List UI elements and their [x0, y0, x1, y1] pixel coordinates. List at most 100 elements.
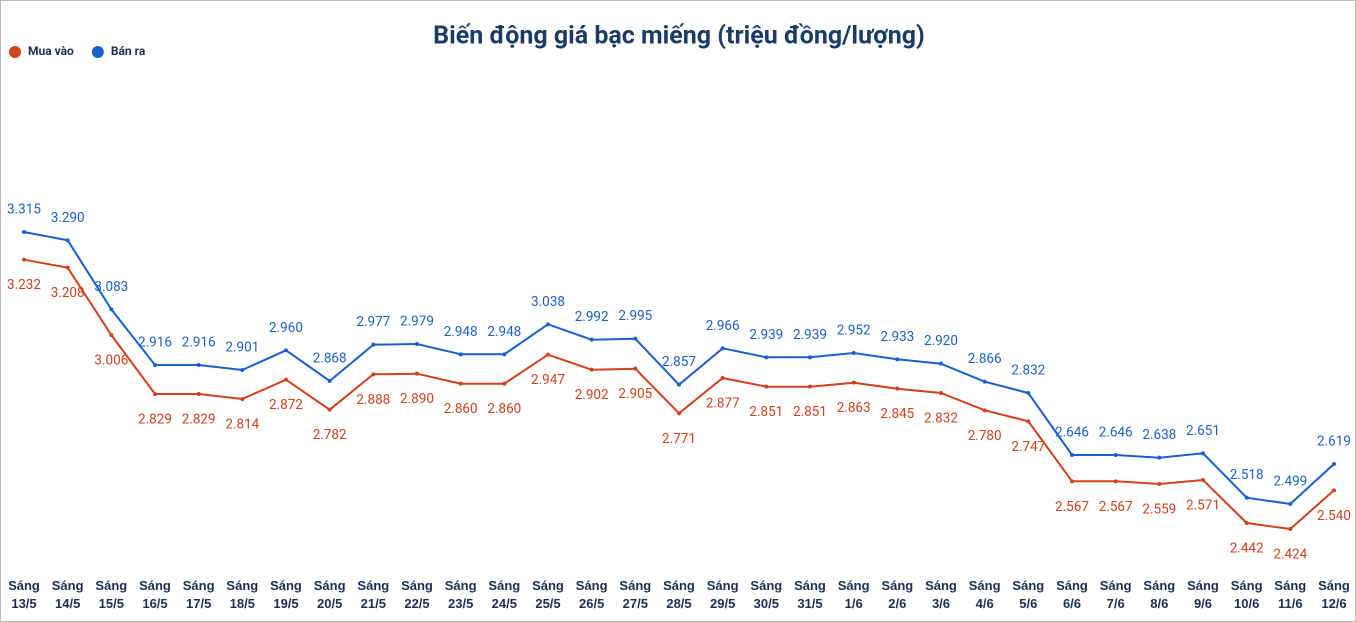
- x-tick-label: Sáng 24/5: [488, 578, 521, 611]
- data-label: 2.979: [400, 314, 434, 330]
- data-label: 2.619: [1317, 434, 1351, 450]
- x-tick-label: Sáng 21/5: [357, 578, 390, 611]
- x-tick-label: Sáng 27/5: [619, 578, 652, 611]
- point: [546, 322, 550, 327]
- point: [196, 363, 201, 367]
- chart-title: Biến động giá bạc miếng (triệu đồng/lượn…: [433, 22, 925, 51]
- point: [546, 352, 550, 357]
- point: [982, 379, 987, 384]
- data-label: 2.877: [706, 396, 740, 412]
- data-label: 2.851: [793, 404, 827, 420]
- x-tick-label: Sáng 1/6: [837, 578, 870, 611]
- data-label: 2.771: [662, 431, 696, 447]
- point: [22, 230, 26, 234]
- x-tick-label: Sáng 3/6: [925, 578, 957, 611]
- data-label: 2.646: [1099, 425, 1133, 441]
- point: [939, 361, 943, 366]
- data-label: 2.571: [1186, 498, 1220, 514]
- data-label: 2.916: [182, 335, 216, 351]
- data-label: 2.829: [138, 412, 172, 428]
- data-label: 2.872: [269, 397, 303, 413]
- data-label: 3.208: [51, 285, 85, 301]
- point: [633, 366, 638, 371]
- point: [1201, 478, 1205, 482]
- point: [415, 342, 419, 346]
- data-label: 2.860: [444, 401, 478, 417]
- x-tick-label: Sáng 11/6: [1274, 578, 1307, 611]
- data-label: 2.905: [618, 386, 652, 402]
- x-tick-label: Sáng 13/5: [8, 578, 40, 611]
- data-label: 2.948: [487, 324, 521, 340]
- point: [720, 346, 725, 351]
- point: [982, 408, 987, 413]
- point: [371, 372, 376, 377]
- data-label: 3.290: [51, 210, 85, 226]
- data-label: 2.845: [880, 406, 914, 422]
- data-label: 2.851: [749, 404, 783, 420]
- data-label: 2.939: [749, 327, 783, 343]
- data-label: 2.638: [1142, 427, 1176, 443]
- point: [22, 257, 26, 262]
- x-tick-label: Sáng 23/5: [444, 578, 477, 611]
- x-tick-label: Sáng 9/6: [1187, 578, 1219, 611]
- data-label: 2.832: [924, 411, 958, 427]
- point: [764, 384, 769, 389]
- x-tick-label: Sáng 19/5: [270, 578, 302, 611]
- x-tick-label: Sáng 15/5: [95, 578, 128, 611]
- data-label: 2.947: [531, 372, 565, 388]
- point: [895, 386, 900, 391]
- data-label: 2.977: [356, 314, 390, 330]
- x-tick-label: Sáng 31/5: [794, 578, 826, 611]
- point: [633, 336, 638, 341]
- x-tick-label: Sáng 25/5: [532, 578, 564, 611]
- data-label: 2.567: [1055, 499, 1089, 515]
- point: [1070, 479, 1074, 484]
- line: [23, 258, 1335, 531]
- point: [327, 379, 332, 383]
- point: [1288, 527, 1293, 531]
- point: [1026, 391, 1031, 395]
- x-tick-label: Sáng 30/5: [750, 578, 783, 611]
- x-tick-label: Sáng 26/5: [575, 578, 608, 611]
- data-label: 2.868: [313, 351, 347, 367]
- point: [502, 381, 507, 386]
- x-tick-label: Sáng 7/6: [1099, 578, 1132, 611]
- data-label: 2.651: [1186, 423, 1220, 439]
- point: [284, 348, 288, 353]
- data-label: 3.006: [94, 353, 128, 369]
- data-label: 2.939: [793, 327, 827, 343]
- point: [851, 380, 856, 385]
- data-label: 2.832: [1011, 363, 1045, 379]
- data-label: 2.948: [444, 324, 478, 340]
- data-label: 2.916: [138, 335, 172, 351]
- data-label: 2.540: [1317, 508, 1351, 524]
- data-label: 3.232: [7, 277, 41, 293]
- point: [1113, 479, 1118, 484]
- x-tick-label: Sáng 28/5: [663, 578, 695, 611]
- point: [153, 392, 157, 396]
- point: [371, 342, 376, 347]
- point: [851, 351, 856, 355]
- legend-label: Bán ra: [111, 44, 146, 58]
- data-label: 2.518: [1230, 467, 1264, 483]
- point: [240, 368, 245, 372]
- data-label: 2.863: [837, 400, 871, 416]
- point: [284, 377, 288, 382]
- data-label: 2.866: [968, 351, 1002, 367]
- point: [808, 384, 812, 389]
- point: [677, 411, 681, 416]
- point: [327, 407, 332, 412]
- point: [1201, 451, 1205, 456]
- point: [415, 371, 419, 376]
- x-tick-label: Sáng 17/5: [182, 578, 215, 611]
- point: [720, 376, 725, 380]
- point: [1288, 502, 1293, 506]
- point: [502, 352, 507, 357]
- point: [895, 357, 900, 362]
- point: [196, 392, 201, 396]
- data-label: 2.782: [313, 427, 347, 443]
- point: [939, 391, 943, 395]
- point: [764, 355, 769, 360]
- data-label: 2.966: [706, 318, 740, 334]
